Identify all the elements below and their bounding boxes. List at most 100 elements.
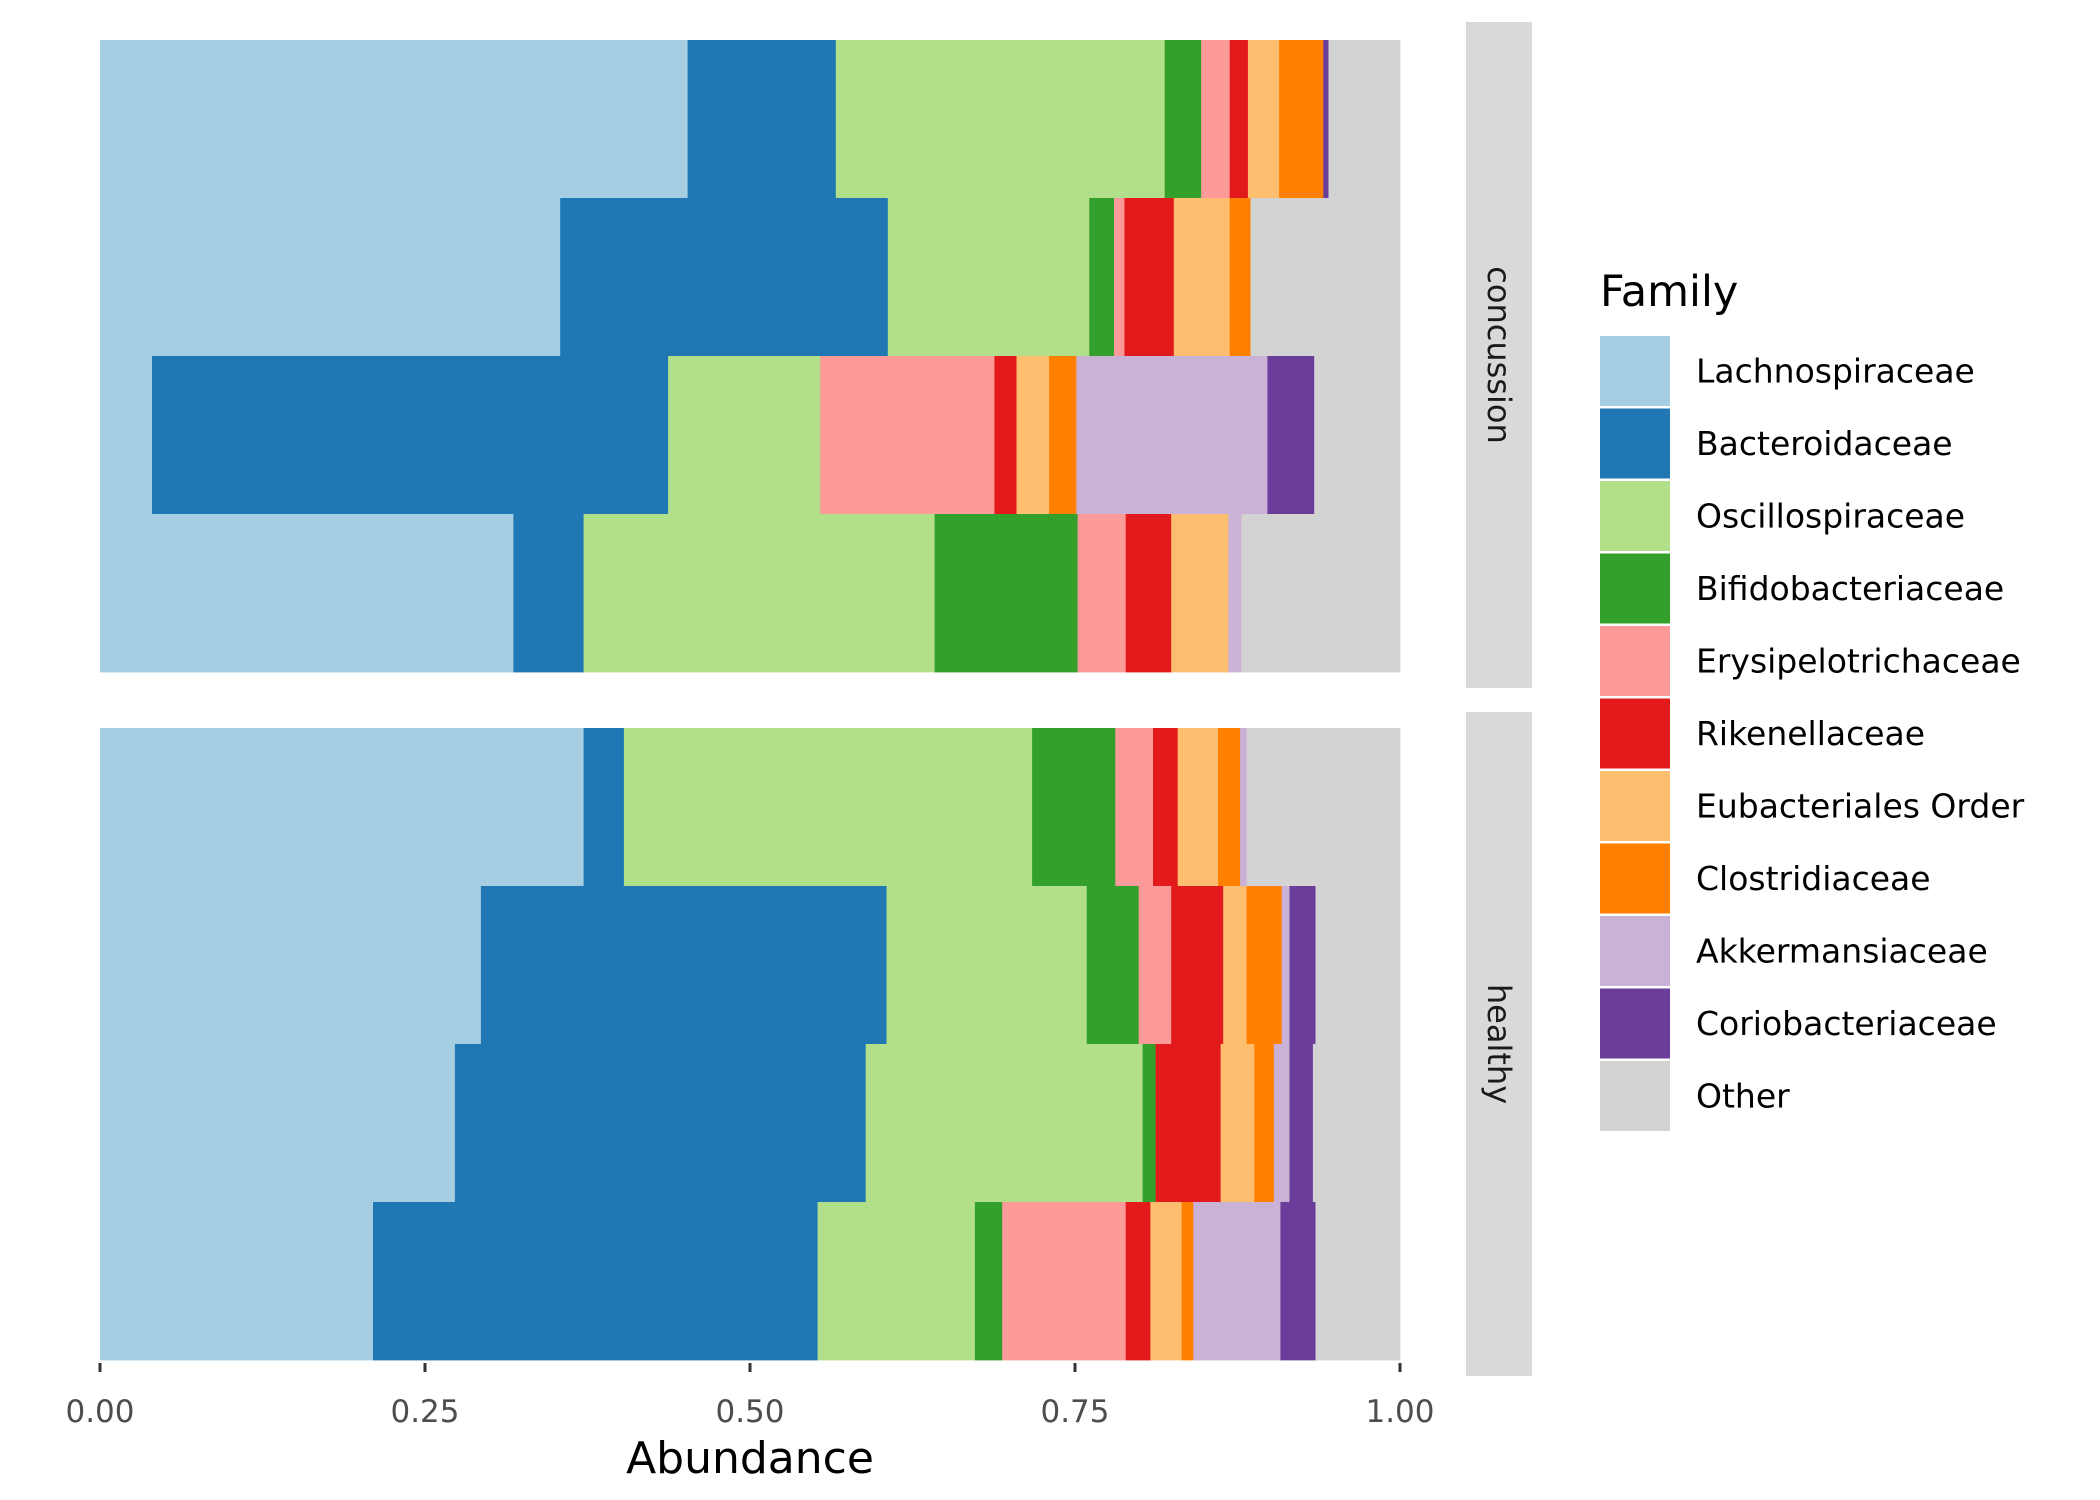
bar-segment-healthy-1-clostridiaceae bbox=[1218, 728, 1241, 887]
legend-key-akkermansiaceae bbox=[1600, 916, 1670, 986]
bar-segment-healthy-2-akkermansiaceae bbox=[1281, 886, 1290, 1045]
bar-segment-healthy-3-bacteroidaceae bbox=[454, 1044, 867, 1203]
bar-segment-concussion-4-oscillospiraceae bbox=[583, 514, 935, 673]
legend-label-coriobacteriaceae: Coriobacteriaceae bbox=[1696, 1004, 1997, 1043]
bar-segment-healthy-2-other bbox=[1315, 886, 1401, 1045]
legend-key-bacteroidaceae bbox=[1600, 408, 1670, 479]
bar-segment-healthy-4-other bbox=[1315, 1202, 1401, 1361]
legend-key-rikenellaceae bbox=[1600, 698, 1670, 769]
bar-segment-concussion-3-akkermansiaceae bbox=[1076, 356, 1268, 515]
bar-segment-concussion-1-erysipelotrichaceae bbox=[1201, 40, 1231, 199]
bar-segment-concussion-1-oscillospiraceae bbox=[835, 40, 1166, 199]
bar-segment-healthy-3-akkermansiaceae bbox=[1273, 1044, 1290, 1203]
bar-segment-healthy-1-lachnospiraceae bbox=[100, 728, 584, 887]
bar-segment-concussion-3-eubacteriales-order bbox=[1016, 356, 1050, 515]
bar-segment-concussion-2-eubacteriales-order bbox=[1173, 198, 1231, 357]
bar-segment-healthy-2-coriobacteriaceae bbox=[1289, 886, 1316, 1045]
bar-segment-concussion-3-lachnospiraceae bbox=[100, 356, 153, 515]
bar-segment-concussion-3-other bbox=[1314, 356, 1401, 515]
bar-segment-healthy-2-oscillospiraceae bbox=[886, 886, 1088, 1045]
bar-segment-concussion-2-erysipelotrichaceae bbox=[1114, 198, 1125, 357]
bar-segment-concussion-2-other bbox=[1250, 198, 1401, 357]
bar-segment-healthy-4-bifidobacteriaceae bbox=[974, 1202, 1003, 1361]
bar-segment-healthy-1-erysipelotrichaceae bbox=[1115, 728, 1154, 887]
bar-segment-concussion-1-clostridiaceae bbox=[1279, 40, 1324, 199]
bar-segment-healthy-4-eubacteriales-order bbox=[1150, 1202, 1182, 1361]
legend-label-bifidobacteriaceae: Bifidobacteriaceae bbox=[1696, 569, 2004, 608]
legend-label-oscillospiraceae: Oscillospiraceae bbox=[1696, 497, 1965, 536]
bar-segment-healthy-2-lachnospiraceae bbox=[100, 886, 482, 1045]
legend-label-akkermansiaceae: Akkermansiaceae bbox=[1696, 932, 1988, 971]
panel-concussion bbox=[100, 40, 1401, 673]
bar-segment-healthy-3-coriobacteriaceae bbox=[1289, 1044, 1314, 1203]
x-tick-label-0: 0.00 bbox=[65, 1394, 134, 1430]
bar-segment-healthy-3-lachnospiraceae bbox=[100, 1044, 456, 1203]
bar-segment-concussion-3-bacteroidaceae bbox=[152, 356, 669, 515]
legend-items: Lachnospiraceae Bacteroidaceae Oscillospir… bbox=[1600, 336, 2025, 1131]
strip-label-concussion: concussion bbox=[1480, 266, 1518, 443]
strip-background bbox=[1466, 712, 1532, 1376]
bar-segment-concussion-4-rikenellaceae bbox=[1125, 514, 1172, 673]
bar-segment-healthy-4-erysipelotrichaceae bbox=[1002, 1202, 1127, 1361]
bar-segment-concussion-4-erysipelotrichaceae bbox=[1077, 514, 1127, 673]
bar-segment-healthy-1-eubacteriales-order bbox=[1177, 728, 1219, 887]
legend-key-clostridiaceae bbox=[1600, 843, 1670, 914]
x-tick-label-4: 1.00 bbox=[1365, 1394, 1434, 1430]
legend-label-bacteroidaceae: Bacteroidaceae bbox=[1696, 424, 1953, 463]
legend-label-eubacteriales-order: Eubacteriales Order bbox=[1696, 787, 2025, 826]
bar-segment-healthy-3-eubacteriales-order bbox=[1220, 1044, 1255, 1203]
facet-strip-healthy: healthy bbox=[1466, 712, 1532, 1376]
bar-segment-healthy-4-bacteroidaceae bbox=[373, 1202, 818, 1361]
bar-segment-concussion-3-oscillospiraceae bbox=[668, 356, 821, 515]
bar-segment-concussion-4-eubacteriales-order bbox=[1171, 514, 1229, 673]
bar-segment-concussion-1-rikenellaceae bbox=[1229, 40, 1249, 199]
bar-segment-healthy-1-oscillospiraceae bbox=[623, 728, 1033, 887]
legend-title: Family bbox=[1600, 267, 1738, 317]
bar-segment-concussion-2-oscillospiraceae bbox=[887, 198, 1090, 357]
bar-segment-concussion-4-lachnospiraceae bbox=[100, 514, 514, 673]
bar-segment-healthy-4-akkermansiaceae bbox=[1193, 1202, 1281, 1361]
bar-segment-healthy-3-other bbox=[1312, 1044, 1401, 1203]
bar-segment-concussion-1-bacteroidaceae bbox=[687, 40, 837, 199]
strip-label-healthy: healthy bbox=[1480, 984, 1518, 1104]
bar-segment-healthy-3-oscillospiraceae bbox=[865, 1044, 1143, 1203]
bar-segment-concussion-1-eubacteriales-order bbox=[1247, 40, 1280, 199]
legend-label-other: Other bbox=[1696, 1077, 1790, 1116]
bar-segment-healthy-4-clostridiaceae bbox=[1181, 1202, 1194, 1361]
legend-label-lachnospiraceae: Lachnospiraceae bbox=[1696, 352, 1975, 391]
bar-segment-healthy-4-oscillospiraceae bbox=[817, 1202, 976, 1361]
bar-segment-concussion-4-other bbox=[1241, 514, 1401, 673]
x-tick-label-3: 0.75 bbox=[1040, 1394, 1109, 1430]
bar-segment-concussion-4-akkermansiaceae bbox=[1228, 514, 1242, 673]
bar-segment-healthy-4-coriobacteriaceae bbox=[1280, 1202, 1316, 1361]
bar-segment-healthy-2-erysipelotrichaceae bbox=[1138, 886, 1172, 1045]
x-tick-label-2: 0.50 bbox=[715, 1394, 784, 1430]
bar-segment-concussion-1-coriobacteriaceae bbox=[1323, 40, 1329, 199]
facet-strip-concussion: concussion bbox=[1466, 22, 1532, 688]
legend-key-bifidobacteriaceae bbox=[1600, 553, 1670, 624]
bar-segment-concussion-1-bifidobacteriaceae bbox=[1164, 40, 1202, 199]
bar-segment-healthy-2-eubacteriales-order bbox=[1223, 886, 1247, 1045]
panel-healthy bbox=[100, 728, 1401, 1361]
bar-segment-healthy-1-bifidobacteriaceae bbox=[1032, 728, 1116, 887]
bar-segment-healthy-2-bacteroidaceae bbox=[480, 886, 887, 1045]
legend-label-clostridiaceae: Clostridiaceae bbox=[1696, 859, 1931, 898]
bar-segment-healthy-1-bacteroidaceae bbox=[583, 728, 625, 887]
bar-segment-concussion-3-erysipelotrichaceae bbox=[820, 356, 995, 515]
bar-segment-healthy-4-rikenellaceae bbox=[1125, 1202, 1151, 1361]
x-tick-label-1: 0.25 bbox=[390, 1394, 459, 1430]
legend-key-eubacteriales-order bbox=[1600, 771, 1670, 841]
bar-segment-healthy-2-rikenellaceae bbox=[1171, 886, 1224, 1045]
legend-key-erysipelotrichaceae bbox=[1600, 626, 1670, 696]
bar-segment-healthy-1-rikenellaceae bbox=[1153, 728, 1179, 887]
bar-segment-healthy-2-clostridiaceae bbox=[1246, 886, 1283, 1045]
bar-segment-healthy-3-rikenellaceae bbox=[1155, 1044, 1221, 1203]
legend-label-erysipelotrichaceae: Erysipelotrichaceae bbox=[1696, 642, 2021, 681]
bar-segment-concussion-2-bifidobacteriaceae bbox=[1089, 198, 1115, 357]
bar-segment-concussion-2-bacteroidaceae bbox=[560, 198, 889, 357]
bar-segment-healthy-4-lachnospiraceae bbox=[100, 1202, 374, 1361]
bar-segment-healthy-1-other bbox=[1246, 728, 1401, 887]
bar-segment-concussion-1-other bbox=[1328, 40, 1401, 199]
legend-key-other bbox=[1600, 1061, 1670, 1131]
